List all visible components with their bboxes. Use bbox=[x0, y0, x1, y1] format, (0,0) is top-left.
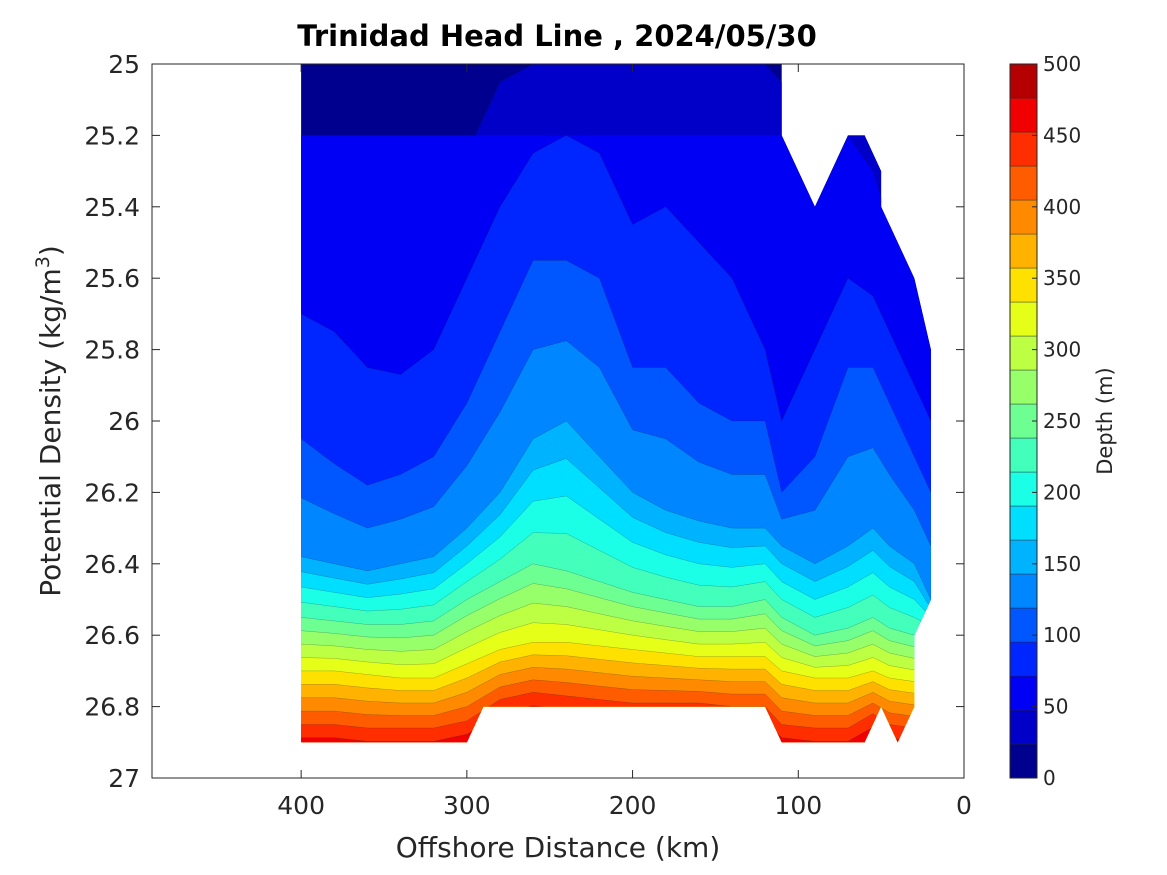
y-axis-label-superscript: 3 bbox=[32, 256, 54, 268]
colorbar: 0 50 100 150 200 250 300 350 400 450 500 bbox=[1009, 52, 1081, 790]
colorbar-segment bbox=[1009, 607, 1038, 643]
y-axis: 25 25.2 25.4 25.6 25.8 26 26.2 26.4 26.6 26.8 27 bbox=[84, 50, 964, 793]
chart-title: Trinidad Head Line , 2024/05/30 bbox=[297, 19, 817, 53]
colorbar-label: Depth (m) bbox=[1093, 367, 1117, 474]
colorbar-tick-label: 150 bbox=[1043, 552, 1081, 576]
y-tick-label: 26.4 bbox=[84, 550, 140, 579]
colorbar-segment bbox=[1009, 301, 1038, 337]
colorbar-segment bbox=[1009, 233, 1038, 269]
y-axis-label: Potential Density (kg/m3) bbox=[32, 245, 67, 597]
x-tick-label: 300 bbox=[443, 791, 491, 820]
x-tick-label: 200 bbox=[609, 791, 657, 820]
x-tick-label: 100 bbox=[774, 791, 822, 820]
x-tick-label: 0 bbox=[956, 791, 972, 820]
colorbar-segment bbox=[1009, 675, 1038, 711]
colorbar-segment bbox=[1009, 641, 1038, 677]
colorbar-tick-label: 50 bbox=[1043, 695, 1068, 719]
y-tick-label: 26.2 bbox=[84, 478, 140, 507]
colorbar-segment bbox=[1009, 437, 1038, 473]
colorbar-tick-label: 0 bbox=[1043, 766, 1056, 790]
y-tick-label: 25.4 bbox=[84, 193, 140, 222]
colorbar-segment bbox=[1009, 709, 1038, 745]
y-axis-label-close: ) bbox=[34, 245, 67, 256]
colorbar-segment bbox=[1009, 505, 1038, 541]
y-tick-label: 25.2 bbox=[84, 121, 140, 150]
colorbar-segment bbox=[1009, 97, 1038, 133]
colorbar-tick-label: 200 bbox=[1043, 480, 1081, 504]
colorbar-segment bbox=[1009, 63, 1038, 99]
colorbar-tick-label: 450 bbox=[1043, 123, 1081, 147]
y-axis-label-main: Potential Density (kg/m bbox=[34, 268, 67, 597]
y-tick-label: 27 bbox=[108, 764, 140, 793]
y-tick-label: 25.6 bbox=[84, 264, 140, 293]
y-tick-label: 26.6 bbox=[84, 621, 140, 650]
colorbar-segment bbox=[1009, 369, 1038, 405]
y-tick-label: 25.8 bbox=[84, 336, 140, 365]
colorbar-segment bbox=[1009, 573, 1038, 609]
colorbar-segment bbox=[1009, 199, 1038, 235]
colorbar-tick-label: 350 bbox=[1043, 266, 1081, 290]
colorbar-segment bbox=[1009, 743, 1038, 779]
colorbar-tick-label: 500 bbox=[1043, 52, 1081, 76]
colorbar-tick-label: 250 bbox=[1043, 409, 1081, 433]
x-axis: 400 300 200 100 0 bbox=[277, 64, 972, 820]
colorbar-tick-label: 400 bbox=[1043, 195, 1081, 219]
colorbar-segment bbox=[1009, 335, 1038, 371]
colorbar-tick-label: 100 bbox=[1043, 623, 1081, 647]
x-tick-label: 400 bbox=[277, 791, 325, 820]
y-tick-label: 26 bbox=[108, 407, 140, 436]
colorbar-segment bbox=[1009, 471, 1038, 507]
colorbar-segment bbox=[1009, 165, 1038, 201]
colorbar-tick-label: 300 bbox=[1043, 338, 1081, 362]
colorbar-segment bbox=[1009, 131, 1038, 167]
x-axis-label: Offshore Distance (km) bbox=[396, 831, 721, 864]
y-tick-label: 26.8 bbox=[84, 693, 140, 722]
colorbar-segment bbox=[1009, 539, 1038, 575]
y-tick-label: 25 bbox=[108, 50, 140, 79]
colorbar-segment bbox=[1009, 267, 1038, 303]
